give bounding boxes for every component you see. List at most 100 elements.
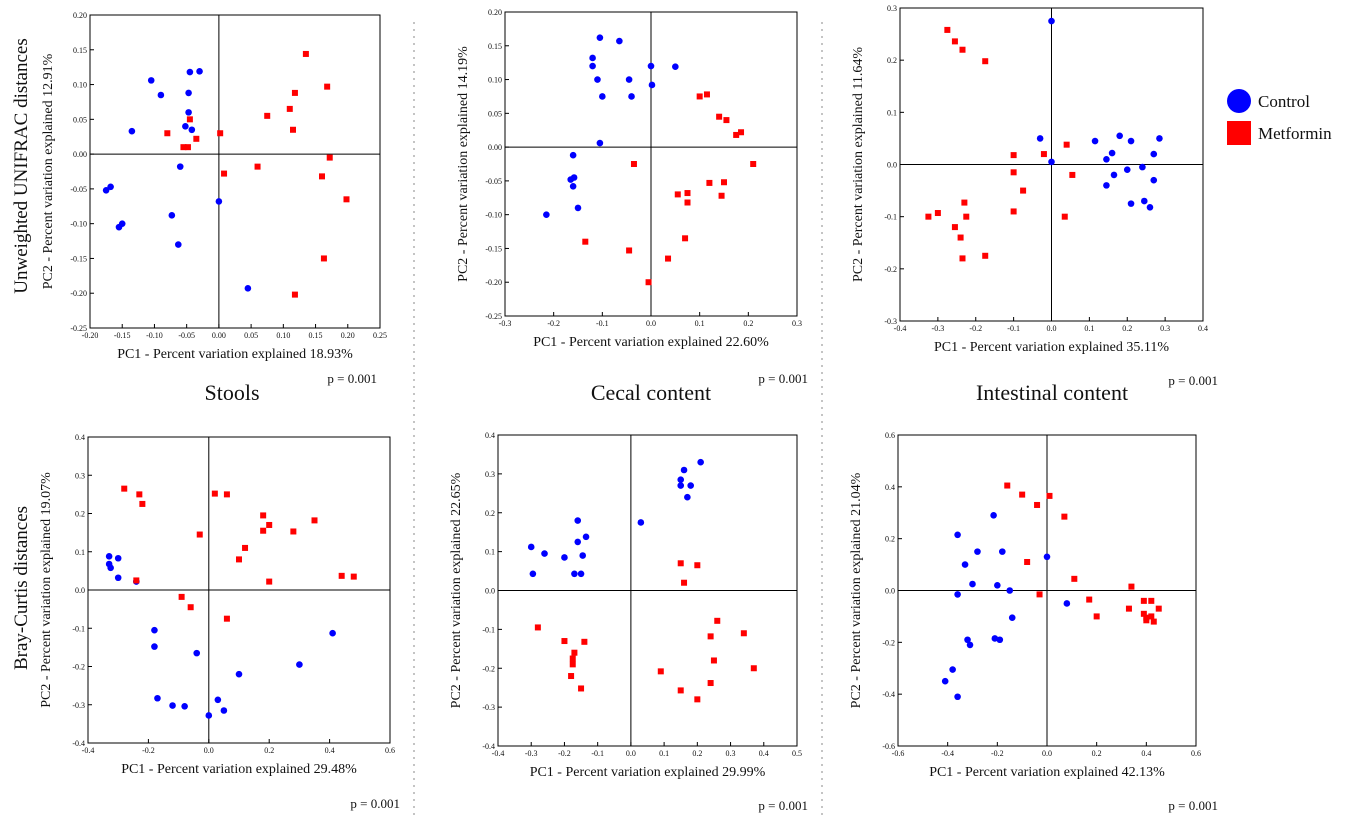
metformin-point (291, 89, 298, 96)
control-point (205, 712, 213, 719)
x-tick-label: 0.25 (373, 331, 387, 340)
metformin-point (1034, 501, 1041, 508)
y-tick-label: 0.2 (887, 56, 897, 65)
x-tick-label: -0.20 (82, 331, 99, 340)
y-tick-label: 0.4 (75, 433, 85, 442)
control-point (214, 696, 222, 704)
control-point (107, 183, 114, 191)
control-point (1127, 200, 1135, 207)
metformin-point (326, 154, 333, 161)
x-tick-label: 0.2 (743, 319, 753, 328)
x-tick-label: 0.2 (1092, 749, 1102, 758)
column-title-stools: Stools (204, 380, 259, 405)
control-point (954, 591, 961, 598)
metformin-point (684, 199, 691, 206)
control-point (1103, 182, 1110, 189)
metformin-point (1010, 152, 1017, 159)
x-tick-label: 0.05 (244, 331, 258, 340)
metformin-point (561, 638, 568, 645)
metformin-point (1069, 171, 1076, 178)
control-point (235, 670, 243, 678)
control-point (647, 62, 655, 70)
x-tick-label: 0.6 (1191, 749, 1201, 758)
metformin-point (706, 179, 713, 186)
control-point (1091, 137, 1099, 145)
control-point (1127, 137, 1135, 145)
control-point (994, 582, 1001, 589)
control-point (105, 553, 113, 560)
x-tick-label: 0.3 (792, 319, 802, 328)
metformin-point (180, 144, 187, 151)
control-point (329, 629, 336, 637)
control-point (577, 570, 585, 578)
metformin-point (1063, 141, 1070, 148)
control-point (151, 626, 158, 634)
x-tick-label: 0.0 (626, 749, 636, 758)
p-value-label: p = 0.001 (1168, 373, 1218, 388)
control-point (697, 458, 704, 466)
metformin-point (1046, 492, 1053, 499)
y-tick-label: 0.2 (885, 535, 895, 544)
y-axis-label: PC2 - Percent variation explained 19.07% (39, 472, 54, 708)
control-point (244, 285, 252, 292)
y-tick-label: 0.0 (885, 587, 895, 596)
metformin-point (338, 572, 345, 579)
metformin-point (121, 485, 128, 492)
control-point (1146, 203, 1154, 211)
legend-metformin-marker (1227, 121, 1251, 145)
p-value-label: p = 0.001 (758, 798, 808, 813)
x-tick-label: 0.6 (385, 746, 395, 755)
y-tick-label: -0.3 (72, 701, 85, 710)
control-point (1123, 166, 1131, 174)
metformin-point (710, 657, 717, 664)
control-point (1140, 197, 1148, 205)
metformin-point (571, 649, 578, 656)
metformin-point (626, 247, 633, 254)
x-tick-label: -0.2 (547, 319, 560, 328)
y-tick-label: -0.05 (485, 177, 502, 186)
control-point (637, 519, 645, 526)
metformin-point (1150, 618, 1157, 625)
control-point (570, 174, 578, 181)
y-tick-label: -0.4 (882, 690, 895, 699)
x-tick-label: 0.0 (204, 746, 214, 755)
y-tick-label: 0.00 (488, 143, 502, 152)
metformin-point (196, 531, 203, 538)
x-tick-label: -0.4 (894, 324, 907, 333)
row-label-unweighted-unifrac: Unweighted UNIFRAC distances (11, 38, 32, 293)
control-point (574, 538, 582, 546)
control-point (969, 580, 976, 588)
control-point (107, 564, 114, 572)
control-point (677, 476, 685, 484)
scatter-panel-3: -0.4 -0.3 -0.2 -0.1 0.0 0.1 0.2 0.3 0.40.30.20.1… (851, 4, 1218, 388)
control-point (628, 93, 635, 100)
metformin-point (951, 38, 958, 45)
x-tick-label: -0.3 (932, 324, 945, 333)
metformin-point (1061, 513, 1068, 520)
metformin-point (750, 665, 757, 672)
metformin-point (254, 163, 261, 170)
x-tick-label: 0.4 (759, 749, 769, 758)
control-point (220, 707, 228, 714)
metformin-point (1071, 575, 1078, 582)
p-value-label: p = 0.001 (758, 371, 808, 386)
x-tick-label: -0.6 (892, 749, 905, 758)
x-tick-label: -0.05 (178, 331, 195, 340)
metformin-point (682, 235, 689, 242)
y-tick-label: 0.4 (885, 483, 895, 492)
p-value-label: p = 0.001 (350, 796, 400, 811)
y-tick-label: -0.20 (70, 289, 87, 298)
metformin-point (1093, 613, 1100, 620)
x-tick-label: -0.1 (1007, 324, 1020, 333)
control-point (1036, 135, 1044, 142)
y-tick-label: -0.25 (485, 312, 502, 321)
metformin-point (696, 93, 703, 100)
p-value-label: p = 0.001 (1168, 798, 1218, 813)
metformin-point (324, 83, 331, 90)
y-tick-label: 0.6 (885, 431, 895, 440)
control-point (147, 77, 155, 84)
metformin-point (714, 617, 721, 624)
scatter-panel-4: -0.4 -0.2 0.0 0.2 0.4 0.6 0.4 0.3 0.2 0.1 0.0 -0.1 -… (39, 433, 400, 811)
control-point (1043, 553, 1051, 561)
scatter-panel-6: -0.6 -0.4 -0.2 0.0 0.2 0.4 0.6 0.6 0.4 0.2 0.0 -0.2… (849, 431, 1218, 813)
